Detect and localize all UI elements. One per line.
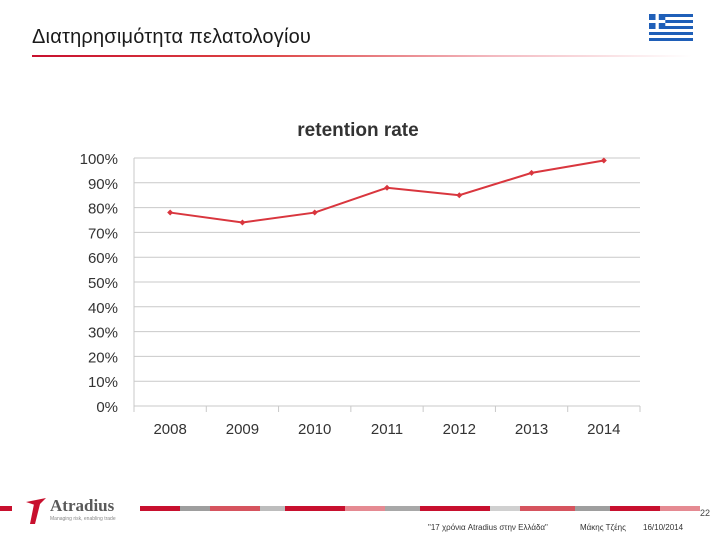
footer-accent-left [0,506,12,511]
x-tick-label: 2013 [515,421,548,438]
y-tick-label: 10% [88,374,118,391]
y-tick-label: 20% [88,349,118,366]
y-tick-label: 100% [80,151,118,168]
data-point [456,192,463,199]
y-tick-label: 70% [88,225,118,242]
x-tick-label: 2014 [587,421,620,438]
y-axis-ticks: 0% 10% 20% 30% 40% 50% 60% 70% 80% 90% 100% [80,151,118,416]
footer-event: "17 χρόνια Atradius στην Ελλάδα" [428,523,548,532]
chart-canvas: retention rate 0% 10% 20% 30% 40% 50% 60% 70% 80… [80,120,641,438]
chart-gridlines [133,157,641,412]
y-tick-label: 30% [88,325,118,342]
y-tick-label: 60% [88,250,118,267]
footer-color-bar [140,506,700,511]
data-point [528,169,535,176]
data-point [384,184,390,191]
title-underline [32,55,692,57]
x-tick-label: 2010 [298,421,331,438]
logo-wordmark: Atradius [50,496,115,515]
greek-flag-icon [649,14,693,41]
data-point [239,219,246,226]
x-tick-label: 2012 [443,421,476,438]
y-tick-label: 50% [88,275,118,292]
atradius-logo-icon [26,498,46,524]
y-tick-label: 90% [88,176,118,193]
atradius-logo: Atradius Managing risk, enabling trade [24,494,144,528]
series-line [170,159,605,224]
chart-series [167,157,607,226]
slide-title: Διατηρησιμότητα πελατολογίου [32,26,312,48]
x-tick-label: 2009 [226,421,259,438]
data-point [600,157,607,164]
y-tick-label: 80% [88,201,118,218]
chart-title: retention rate [297,120,418,141]
slide-footer: Atradius Managing risk, enabling trade 2… [0,490,720,540]
data-point [311,209,318,216]
page-number: 22 [699,508,710,518]
y-tick-label: 40% [88,300,118,317]
retention-chart: retention rate 0% 10% 20% 30% 40% 50% 60% 70% 80… [0,100,720,460]
data-point [167,209,174,216]
footer-presenter: Μάκης Τζέης [580,523,626,532]
x-tick-label: 2008 [153,421,186,438]
x-axis-ticks: 2008 2009 2010 2011 2012 2013 2014 [153,421,620,438]
x-tick-label: 2011 [371,421,403,438]
y-tick-label: 0% [96,399,118,416]
footer-date: 16/10/2014 [643,523,684,532]
logo-tagline: Managing risk, enabling trade [50,516,116,522]
